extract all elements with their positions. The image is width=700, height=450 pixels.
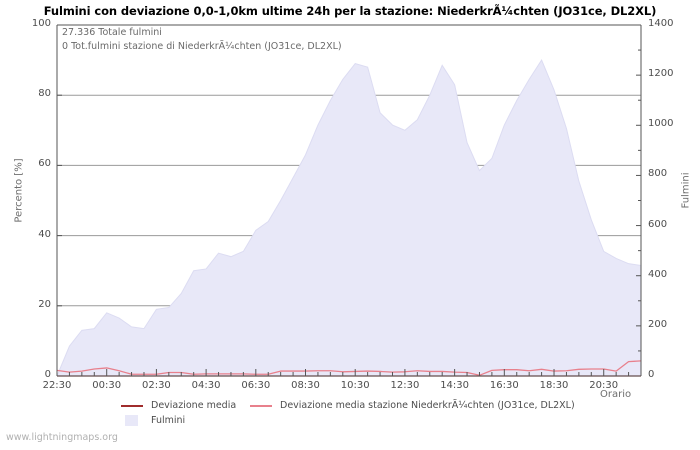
area-fill [57,60,641,376]
legend-label: Fulmini [151,415,186,426]
y-axis-left-tick-label: 100 [31,18,51,29]
series-path [56,360,642,376]
y-axis-right-tick-label: 1400 [648,18,674,29]
x-axis-tick-label: 12:30 [390,380,420,391]
footer-watermark: www.lightningmaps.org [6,432,118,443]
x-axis-tick-label: 20:30 [589,380,619,391]
x-axis-tick-label: 22:30 [42,380,72,391]
legend-area-swatch [125,415,138,426]
y-axis-right-tick-label: 200 [648,318,668,330]
chart-title: Fulmini con deviazione 0,0-1,0km ultime … [43,4,657,18]
x-axis-tick-label: 10:30 [340,380,370,391]
series-area-fulmini [56,59,642,377]
annotation-total-strikes: 27.336 Totale fulmini [62,27,162,38]
area-outline [56,59,642,377]
y-axis-left-tick-label: 20 [38,298,51,310]
x-axis-tick-label: 08:30 [291,380,320,391]
legend-label: Deviazione media [151,400,237,411]
x-axis-tick-label: 14:30 [440,380,470,391]
y-axis-right-tick-label: 600 [648,218,668,230]
legend-label: Deviazione media stazione NiederkrÃ¼chte… [280,400,575,411]
y-axis-left-tick-label: 80 [38,88,51,100]
legend-line-swatch [121,405,143,407]
x-axis-tick-label: 04:30 [191,380,221,391]
x-axis-tick-label: 06:30 [241,380,271,391]
y-axis-right-tick-label: 0 [648,369,655,380]
annotation-station-strikes: 0 Tot.fulmini stazione di NiederkrÃ¼chte… [62,41,342,52]
y-axis-right-tick-label: 1000 [648,118,674,130]
y-axis-left-tick-label: 60 [38,158,51,170]
y-axis-right-tick-label: 1200 [648,68,674,80]
x-axis-label: Orario [600,389,632,400]
x-axis-tick-label: 00:30 [92,380,122,391]
axis-frame [56,24,642,377]
y-axis-right-tick-label: 400 [648,268,668,280]
y-axis-left-tick-label: 0 [44,369,51,380]
y-axis-left-tick-label: 40 [38,228,51,240]
x-axis-tick-label: 02:30 [141,380,171,391]
y-axis-right-tick-label: 800 [648,168,668,180]
legend-line-swatch [250,405,272,407]
x-axis-tick-label: 18:30 [539,380,569,391]
x-axis-tick-label: 16:30 [489,380,519,391]
series-line-deviazione-stazione [56,360,642,376]
